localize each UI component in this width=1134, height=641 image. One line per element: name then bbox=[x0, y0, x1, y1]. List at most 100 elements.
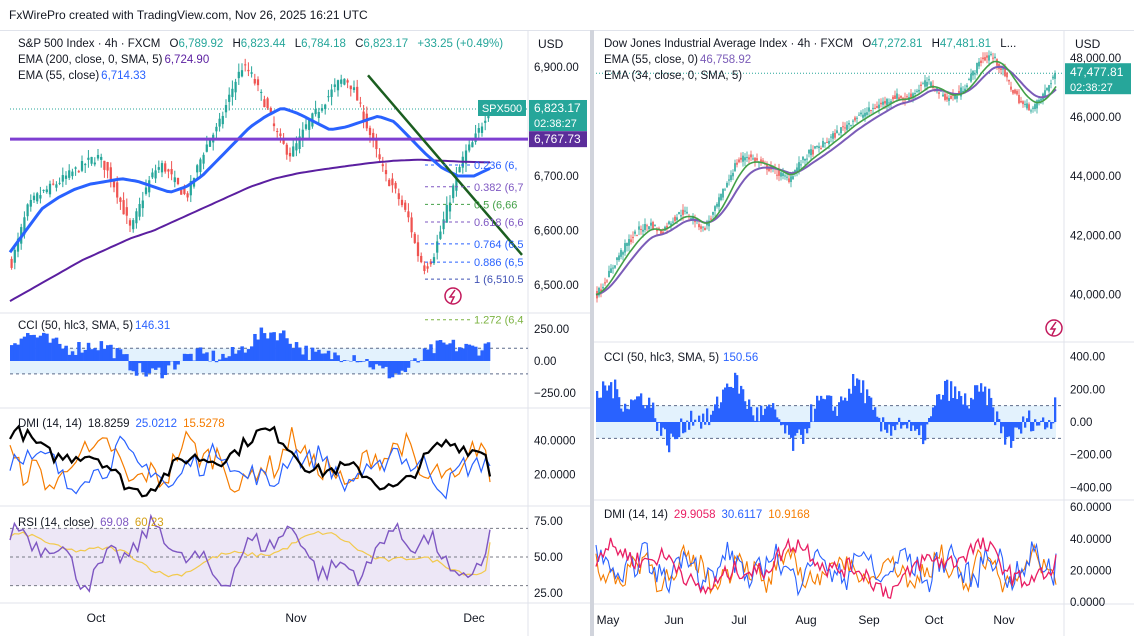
spx-close: 6,823.17 bbox=[363, 38, 408, 50]
dji-cci-bar bbox=[702, 414, 704, 422]
top-bar: FxWirePro created with TradingView.com, … bbox=[0, 0, 1134, 31]
dji-candle bbox=[614, 265, 616, 267]
dji-cci-bar bbox=[722, 390, 724, 422]
spx-cci-tick: −250.00 bbox=[534, 388, 576, 400]
dji-candle bbox=[1040, 98, 1042, 100]
spx-cci-bar bbox=[10, 345, 14, 361]
dji-cci-bar bbox=[784, 422, 786, 433]
dji-cci-bar bbox=[980, 383, 982, 422]
dji-cci-bar bbox=[672, 422, 674, 437]
dji-cci-bar bbox=[870, 398, 872, 422]
spx-candle bbox=[337, 80, 339, 90]
dji-candle bbox=[836, 130, 838, 133]
dji-candle bbox=[850, 125, 852, 126]
spx-fib-label: 0.5 (6,66 bbox=[474, 199, 517, 211]
spx-cci-bar bbox=[36, 337, 40, 361]
dji-cci-bar bbox=[912, 422, 914, 426]
dji-currency[interactable]: USD bbox=[1075, 37, 1100, 51]
dji-candle bbox=[1026, 103, 1028, 108]
dji-chart-svg[interactable]: 48,000.0046,000.0044,000.0042,000.0040,0… bbox=[594, 30, 1134, 636]
dji-cci-bar bbox=[1002, 422, 1004, 427]
dji-candle bbox=[722, 189, 724, 198]
spx-candle bbox=[42, 190, 44, 191]
dji-candle bbox=[852, 121, 854, 122]
dji-cci-bar bbox=[634, 399, 636, 422]
spx-high: 6,823.44 bbox=[241, 38, 286, 50]
dji-candle bbox=[884, 101, 886, 103]
dji-candle bbox=[824, 143, 826, 144]
spx-cci-bar bbox=[20, 339, 24, 361]
dji-dmi-tick: 40.0000 bbox=[1070, 534, 1112, 546]
dji-cci-bar bbox=[1032, 422, 1034, 431]
spx-candle bbox=[305, 124, 307, 129]
spx-cci-bar bbox=[141, 361, 145, 372]
dji-candle bbox=[736, 163, 738, 165]
spx-cci-bar bbox=[384, 361, 388, 367]
dji-candle bbox=[888, 102, 890, 103]
dji-candle bbox=[874, 108, 876, 109]
spx-fib-label: 0.618 (6,6 bbox=[474, 217, 524, 229]
spx-fib-label: 0.886 (6,5 bbox=[474, 257, 524, 269]
dji-cci-bar bbox=[1042, 417, 1044, 422]
spx-cci-bar bbox=[471, 346, 475, 361]
dji-candle bbox=[976, 63, 978, 73]
dji-candle bbox=[616, 258, 618, 260]
dji-candle bbox=[1054, 73, 1056, 79]
dji-cci-bar bbox=[780, 422, 782, 425]
dji-candle bbox=[864, 113, 866, 117]
spx-cci-bar bbox=[224, 358, 228, 361]
dji-candle bbox=[1048, 85, 1050, 91]
spx-cci-bar bbox=[269, 333, 273, 361]
spx-cci-bar bbox=[381, 361, 385, 368]
dji-cci-bar bbox=[630, 399, 632, 422]
spx-cci-bar bbox=[487, 342, 491, 361]
spx-cci-bar bbox=[58, 344, 62, 361]
dji-cci-bar bbox=[960, 396, 962, 422]
spx-candle bbox=[334, 84, 336, 87]
spx-cci-bar bbox=[26, 333, 30, 361]
dji-cci-bar bbox=[918, 422, 920, 435]
spx-candle bbox=[58, 183, 60, 184]
dji-cci-bar bbox=[792, 422, 794, 451]
spx-dmi-tick: 40.0000 bbox=[534, 436, 576, 448]
dji-candle bbox=[798, 162, 800, 170]
spx-candle bbox=[350, 86, 352, 90]
dji-cci-bar bbox=[954, 386, 956, 422]
spx-candle bbox=[199, 159, 201, 172]
dji-candle bbox=[958, 91, 960, 93]
dji-cci-bar bbox=[970, 398, 972, 422]
spx-currency[interactable]: USD bbox=[538, 37, 563, 51]
spx-candle bbox=[132, 220, 134, 229]
dji-candle bbox=[604, 282, 606, 283]
dji-candle bbox=[866, 112, 868, 115]
spx-candle bbox=[218, 119, 220, 127]
dji-cci-bar bbox=[786, 422, 788, 425]
spx-candle bbox=[39, 195, 41, 198]
dji-cci-bar bbox=[730, 387, 732, 422]
dji-candle bbox=[654, 225, 656, 226]
spx-candle bbox=[154, 170, 156, 178]
dji-candle bbox=[1022, 101, 1024, 104]
spx-price-tick: 6,600.00 bbox=[534, 225, 579, 237]
spx-cci-bar bbox=[125, 354, 129, 361]
dji-candle bbox=[640, 229, 642, 230]
dji-candle bbox=[652, 222, 654, 229]
spx-candle bbox=[103, 161, 105, 170]
spx-cci-bar bbox=[80, 353, 84, 361]
spx-price-tick: 6,500.00 bbox=[534, 280, 579, 292]
spx-cci-bar bbox=[256, 340, 260, 361]
dji-cci-bar bbox=[778, 419, 780, 422]
dji-candle bbox=[834, 133, 836, 138]
spx-cci-bar bbox=[205, 352, 209, 361]
dji-candle bbox=[918, 90, 920, 92]
dji-cci-bar bbox=[922, 422, 924, 444]
spx-candle bbox=[436, 241, 438, 252]
spx-candle bbox=[52, 184, 54, 185]
dji-cci-bar bbox=[1038, 422, 1040, 425]
spx-cci-bar bbox=[199, 347, 203, 361]
replay-icon bbox=[445, 288, 461, 304]
dji-candle bbox=[776, 175, 778, 176]
dji-candle bbox=[808, 150, 810, 154]
